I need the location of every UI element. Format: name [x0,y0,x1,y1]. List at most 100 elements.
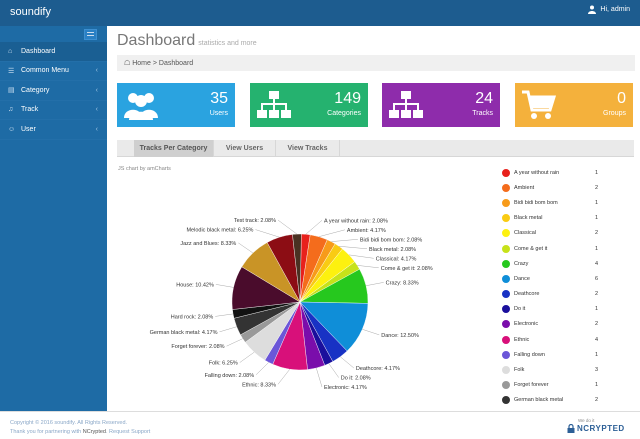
stat-card-categories[interactable]: 149 Categories [250,83,368,127]
legend-count: 2 [594,321,598,328]
pie-label-line [338,245,368,250]
legend-item[interactable]: Bidi bidi bom bom 1 [502,195,640,210]
legend-label: Electronic [514,321,539,328]
legend-label: Deathcore [514,291,540,298]
lock-icon [567,424,575,433]
sidebar-item-user[interactable]: ☺ User ‹ [0,120,107,140]
pie-label: Dance: 12.50% [381,333,419,339]
legend-count: 4 [594,336,598,343]
user-icon [588,5,597,14]
pie-label: A year without rain: 2.08% [324,218,388,224]
pie-label: Come & get it: 2.08% [381,266,433,272]
chevron-left-icon: ‹ [95,67,98,75]
pie-label-line [219,326,237,333]
sidebar-nav: ⌂ Dashboard ☰ Common Menu ‹ ▤ Category ‹ ♫ Track ‹… [0,42,107,140]
user-menu[interactable]: Hi, admin [588,5,630,14]
pie-label-line [255,362,269,375]
pie-label: Folk: 6.25% [209,361,238,367]
pie-label-line [316,367,323,388]
pie-label: Do it: 2.08% [341,376,371,382]
pie-label: Hard rock: 2.08% [171,314,214,320]
legend-swatch [502,274,510,283]
tab-view-users[interactable]: View Users [214,140,276,157]
legend-count: 2 [594,184,598,191]
legend-item[interactable]: Folk 3 [502,362,640,377]
legend-item[interactable]: Falling down 1 [502,347,640,362]
ncrypted-badge[interactable]: We do it NCRYPTED [567,418,632,435]
footer-ncrypted-link[interactable]: NCrypted [82,429,106,435]
legend-swatch [502,335,510,344]
pie-label-line [277,369,290,385]
users-icon [124,93,158,120]
legend-label: Classical [514,230,537,237]
legend-swatch [502,290,510,299]
legend-item[interactable]: A year without rain 1 [502,165,640,180]
legend-label: Bidi bidi bom bom [514,199,558,206]
legend-item[interactable]: Come & get it 1 [502,241,640,256]
tab-tracks-per-category[interactable]: Tracks Per Category [134,140,214,157]
sidebar: ⌂ Dashboard ☰ Common Menu ‹ ▤ Category ‹ ♫ Track ‹… [0,26,107,411]
folder-icon: ▤ [8,87,15,95]
legend-swatch [502,366,510,375]
legend-count: 2 [594,397,598,404]
pie-label: Crazy: 8.33% [386,280,419,286]
legend-count: 2 [594,230,598,237]
legend-label: German black metal [514,397,564,404]
legend-count: 1 [594,169,598,176]
main-content: Dashboard statistics and more ☖ Home > Da… [107,26,640,420]
sidebar-item-label: Dashboard [21,47,56,55]
brand-logo[interactable]: soundify [10,6,51,18]
stat-card-users[interactable]: 35 Users [117,83,235,127]
footer-copyright: Copyright © 2016 soundify. All Rights Re… [10,420,128,426]
legend-item[interactable]: Dance 6 [502,271,640,286]
tab-view-tracks[interactable]: View Tracks [276,140,340,157]
sidebar-item-category[interactable]: ▤ Category ‹ [0,81,107,101]
stat-card-groups[interactable]: 0 Groups [515,83,633,127]
legend-count: 1 [594,199,598,206]
legend-swatch [502,244,510,253]
pie-label: German black metal: 4.17% [150,330,218,336]
sidebar-toggle-button[interactable] [84,29,97,40]
legend-item[interactable]: Crazy 4 [502,256,640,271]
legend-swatch [502,229,510,238]
page-subtitle: statistics and more [198,40,257,47]
pie-label-line [365,282,384,286]
pie-label: Bidi bidi bom bom: 2.08% [360,237,422,243]
chart-credit[interactable]: JS chart by amCharts [118,166,171,172]
sidebar-item-dashboard[interactable]: ⌂ Dashboard [0,42,107,62]
stat-label: Groups [603,110,626,117]
sidebar-item-common-menu[interactable]: ☰ Common Menu ‹ [0,62,107,81]
pie-label-line [305,220,323,235]
breadcrumb-separator: > [152,60,159,67]
pie-label-line [215,284,234,288]
pie-label-line [226,338,243,347]
pie-label-line [357,265,379,269]
sidebar-item-label: User [21,125,36,133]
legend-item[interactable]: Black metal 1 [502,211,640,226]
legend-label: Ethnic [514,336,530,343]
footer-support-link[interactable]: . Request Support [106,429,151,435]
legend-item[interactable]: Electronic 2 [502,317,640,332]
pie-label: House: 10.42% [176,282,214,288]
legend-item[interactable]: Forget forever 1 [502,378,640,393]
legend-item[interactable]: Classical 2 [502,226,640,241]
legend-item[interactable]: Ethnic 4 [502,332,640,347]
page-title: Dashboard statistics and more [117,32,257,50]
legend-item[interactable]: Ambient 2 [502,180,640,195]
stat-value: 149 [334,90,361,107]
legend-count: 4 [594,260,598,267]
legend-item[interactable]: German black metal 2 [502,393,640,408]
legend-label: Do it [514,306,526,313]
user-greeting: Hi, admin [600,6,630,13]
stat-card-tracks[interactable]: 24 Tracks [382,83,500,127]
page-title-text: Dashboard [117,32,196,49]
cart-icon [522,90,556,119]
sidebar-item-track[interactable]: ♫ Track ‹ [0,101,107,120]
breadcrumb-current: Dashboard [158,60,194,67]
legend-item[interactable]: Do it 1 [502,302,640,317]
legend-label: Come & get it [514,245,548,252]
breadcrumb-home[interactable]: Home [132,60,151,67]
legend-item[interactable]: Deathcore 2 [502,287,640,302]
legend-label: Falling down [514,351,545,358]
pie-label: Deathcore: 4.17% [356,366,400,372]
